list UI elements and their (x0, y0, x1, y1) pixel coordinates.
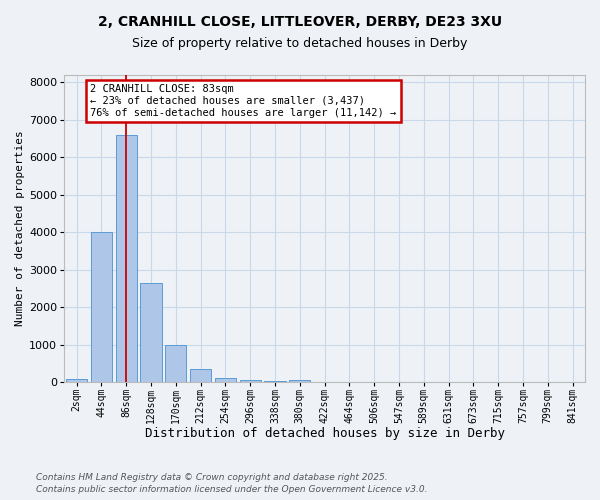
Text: 2 CRANHILL CLOSE: 83sqm
← 23% of detached houses are smaller (3,437)
76% of semi: 2 CRANHILL CLOSE: 83sqm ← 23% of detache… (90, 84, 397, 117)
Text: Size of property relative to detached houses in Derby: Size of property relative to detached ho… (133, 38, 467, 51)
Text: 2, CRANHILL CLOSE, LITTLEOVER, DERBY, DE23 3XU: 2, CRANHILL CLOSE, LITTLEOVER, DERBY, DE… (98, 15, 502, 29)
Bar (265, 380, 286, 382)
Bar (289, 380, 310, 382)
Bar (140, 283, 161, 382)
X-axis label: Distribution of detached houses by size in Derby: Distribution of detached houses by size … (145, 427, 505, 440)
Bar (190, 370, 211, 382)
Bar (91, 232, 112, 382)
Text: Contains public sector information licensed under the Open Government Licence v3: Contains public sector information licen… (36, 485, 427, 494)
Bar (66, 380, 87, 382)
Bar (215, 378, 236, 382)
Y-axis label: Number of detached properties: Number of detached properties (15, 130, 25, 326)
Text: Contains HM Land Registry data © Crown copyright and database right 2025.: Contains HM Land Registry data © Crown c… (36, 472, 388, 482)
Bar (165, 345, 187, 382)
Bar (239, 380, 261, 382)
Bar (116, 135, 137, 382)
